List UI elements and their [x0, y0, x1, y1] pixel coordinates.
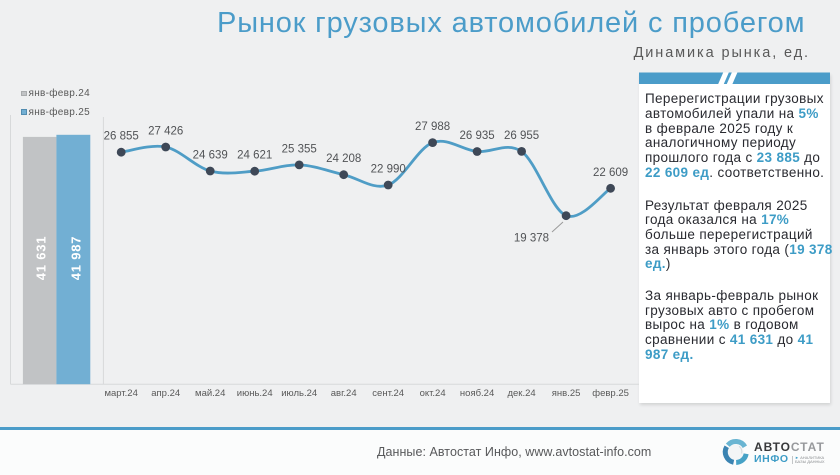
svg-text:26 935: 26 935 — [460, 130, 495, 142]
svg-text:сент.24: сент.24 — [372, 388, 404, 399]
svg-text:нояб.24: нояб.24 — [460, 388, 494, 399]
svg-text:22 990: 22 990 — [371, 164, 406, 176]
svg-text:апр.24: апр.24 — [151, 388, 180, 399]
svg-text:25 355: 25 355 — [282, 143, 317, 155]
svg-text:июнь.24: июнь.24 — [237, 388, 273, 399]
svg-text:дек.24: дек.24 — [507, 388, 535, 399]
svg-text:июль.24: июль.24 — [281, 388, 317, 399]
svg-text:март.24: март.24 — [104, 388, 137, 399]
svg-text:27 426: 27 426 — [148, 126, 183, 138]
svg-text:февр.25: февр.25 — [592, 388, 629, 399]
svg-text:27 988: 27 988 — [415, 121, 450, 133]
svg-text:24 621: 24 621 — [237, 150, 272, 162]
svg-text:19 378: 19 378 — [514, 233, 549, 245]
svg-text:май.24: май.24 — [195, 388, 225, 399]
svg-text:41 987: 41 987 — [68, 236, 83, 281]
svg-text:41 631: 41 631 — [34, 236, 49, 281]
svg-text:26 855: 26 855 — [104, 131, 139, 143]
svg-text:янв.25: янв.25 — [552, 388, 581, 399]
svg-text:авг.24: авг.24 — [331, 388, 357, 399]
svg-text:22 609: 22 609 — [593, 167, 628, 179]
svg-text:26 955: 26 955 — [504, 130, 539, 142]
svg-text:24 208: 24 208 — [326, 153, 361, 165]
svg-text:окт.24: окт.24 — [420, 388, 446, 399]
svg-text:24 639: 24 639 — [193, 150, 228, 162]
